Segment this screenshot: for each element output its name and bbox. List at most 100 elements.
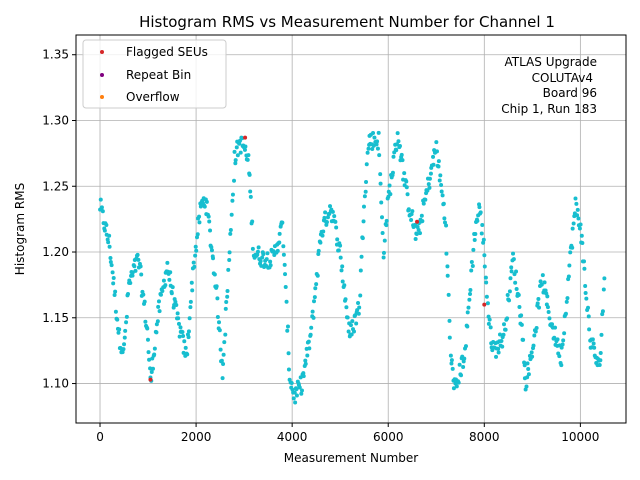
data-point: [283, 285, 288, 290]
data-point: [370, 146, 375, 151]
data-point: [289, 381, 294, 386]
data-point: [473, 232, 478, 237]
data-point: [533, 329, 538, 334]
data-point: [217, 328, 222, 333]
data-point: [378, 181, 383, 186]
data-point: [130, 273, 135, 278]
data-points: [98, 130, 607, 405]
data-point: [598, 350, 603, 355]
annotation-line-3: Board 96: [543, 86, 597, 100]
data-point: [349, 332, 354, 337]
data-point: [322, 215, 327, 220]
data-point: [396, 139, 401, 144]
data-point: [305, 353, 310, 358]
data-point: [477, 205, 482, 210]
data-point: [410, 209, 415, 214]
legend-marker-flagged-seus: [100, 50, 104, 54]
data-point: [570, 226, 575, 231]
data-point: [390, 170, 395, 175]
data-point: [497, 332, 502, 337]
data-point: [328, 204, 333, 209]
data-point: [538, 279, 543, 284]
data-point: [542, 280, 547, 285]
y-tick-label: 1.15: [42, 311, 69, 325]
data-point: [282, 262, 287, 267]
data-point: [427, 176, 432, 181]
data-point: [461, 364, 466, 369]
data-point: [494, 354, 499, 359]
data-point: [499, 338, 504, 343]
data-point: [161, 278, 166, 283]
data-point: [463, 344, 468, 349]
data-point: [475, 218, 480, 223]
data-point: [291, 396, 296, 401]
flagged-point: [243, 135, 248, 140]
y-axis: 1.10 1.15 1.20 1.25 1.30 1.35: [42, 48, 76, 391]
data-point: [336, 248, 341, 253]
data-point: [590, 337, 595, 342]
data-point: [268, 259, 273, 264]
data-point: [110, 270, 115, 275]
data-point: [436, 159, 441, 164]
data-point: [188, 305, 193, 310]
data-point: [381, 250, 386, 255]
data-point: [462, 356, 467, 361]
legend-label-repeat-bin: Repeat Bin: [126, 68, 191, 82]
data-point: [170, 285, 175, 290]
data-point: [167, 277, 172, 282]
data-point: [235, 153, 240, 158]
data-point: [342, 283, 347, 288]
data-point: [484, 294, 489, 299]
data-point: [364, 180, 369, 185]
data-point: [264, 257, 269, 262]
data-point: [507, 289, 512, 294]
data-point: [600, 309, 605, 314]
data-point: [388, 192, 393, 197]
data-point: [456, 380, 461, 385]
data-point: [233, 161, 238, 166]
data-point: [543, 288, 548, 293]
data-point: [141, 292, 146, 297]
data-point: [256, 245, 261, 250]
data-point: [340, 279, 345, 284]
data-point: [218, 347, 223, 352]
data-point: [445, 264, 450, 269]
data-point: [469, 268, 474, 273]
data-point: [567, 263, 572, 268]
data-point: [553, 325, 558, 330]
data-point: [208, 228, 213, 233]
data-point: [530, 354, 535, 359]
data-point: [496, 346, 501, 351]
data-point: [158, 292, 163, 297]
data-point: [275, 248, 280, 253]
data-point: [204, 199, 209, 204]
data-point: [174, 302, 179, 307]
data-point: [152, 352, 157, 357]
data-point: [192, 264, 197, 269]
data-point: [247, 172, 252, 177]
data-point: [423, 197, 428, 202]
data-point: [306, 339, 311, 344]
data-point: [416, 227, 421, 232]
data-point: [281, 244, 286, 249]
data-point: [260, 255, 265, 260]
data-point: [292, 390, 297, 395]
data-point: [561, 338, 566, 343]
data-point: [526, 372, 531, 377]
data-point: [454, 384, 459, 389]
data-point: [444, 223, 449, 228]
data-point: [431, 154, 436, 159]
data-point: [145, 337, 150, 342]
data-point: [534, 326, 539, 331]
data-point: [165, 260, 170, 265]
data-point: [478, 210, 483, 215]
data-point: [108, 259, 113, 264]
data-point: [575, 213, 580, 218]
annotation-line-2: COLUTAv4: [532, 71, 593, 85]
data-point: [414, 232, 419, 237]
data-point: [265, 251, 270, 256]
data-point: [221, 362, 226, 367]
data-point: [404, 179, 409, 184]
data-point: [181, 334, 186, 339]
